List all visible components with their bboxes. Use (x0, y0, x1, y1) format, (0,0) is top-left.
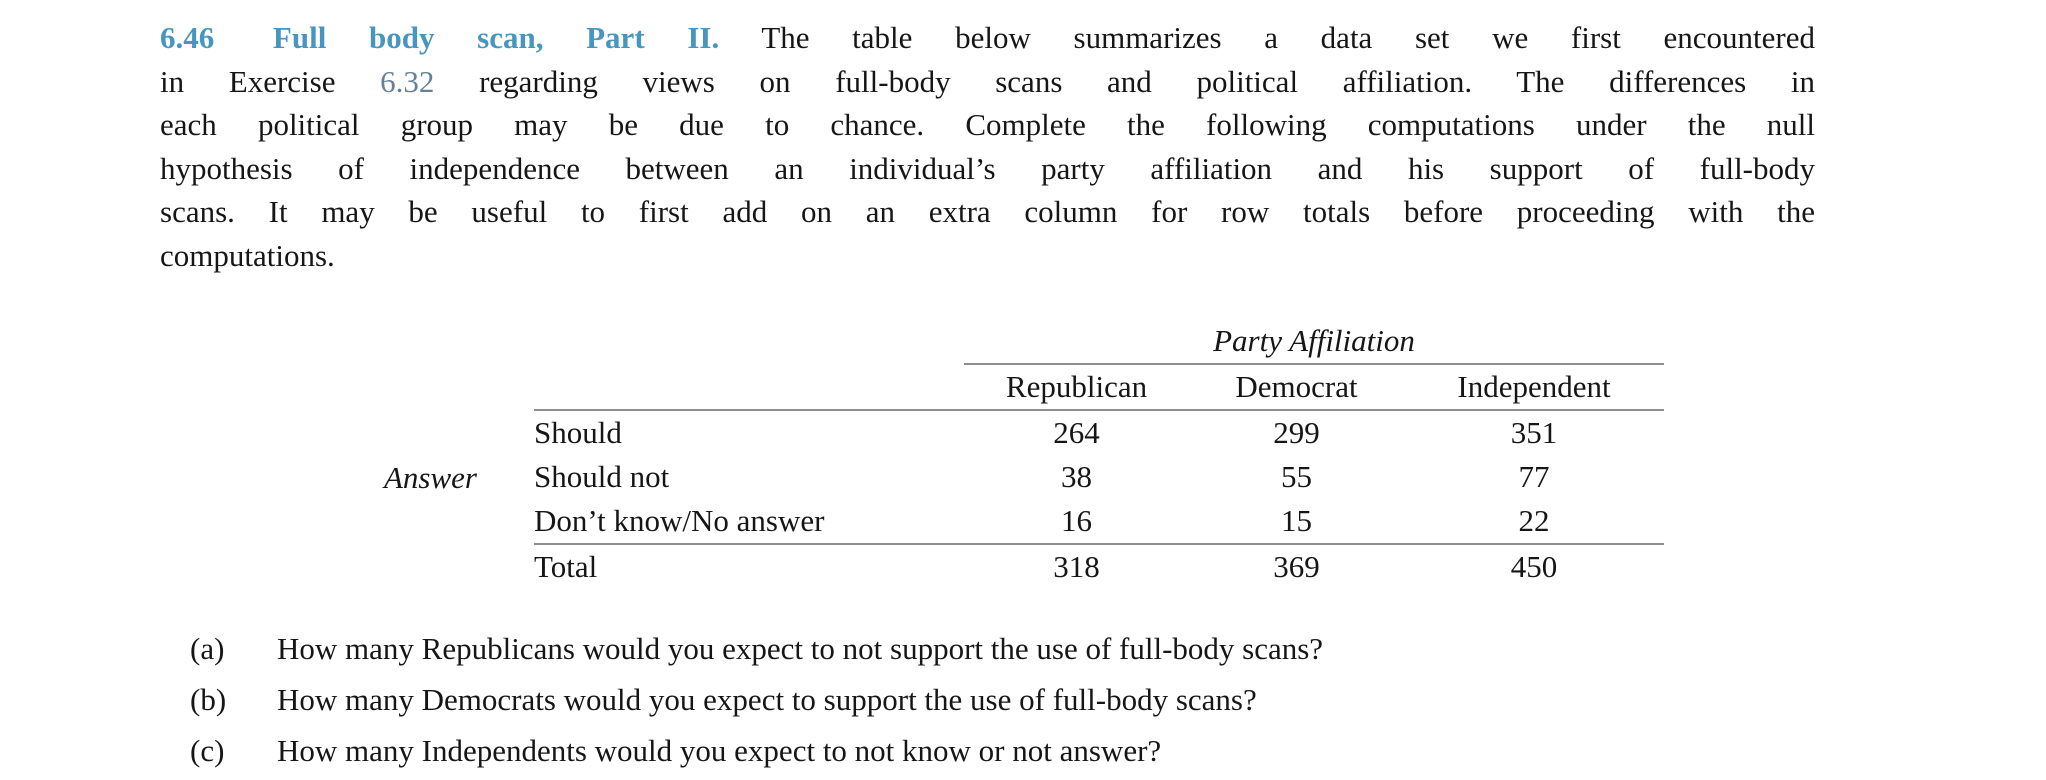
paragraph-line-2: in Exercise 6.32 regarding views on full… (160, 60, 1815, 104)
contingency-table: Party Affiliation Republican Democrat In… (534, 319, 1664, 589)
question-b: (b) How many Democrats would you expect … (190, 678, 2046, 722)
cell-should-not-republican: 38 (1061, 459, 1092, 494)
cell-total-democrat: 369 (1273, 549, 1320, 584)
column-header-row: Republican Democrat Independent (534, 364, 1664, 411)
cell-dont-know-republican: 16 (964, 499, 1189, 545)
question-b-text: How many Democrats would you expect to s… (277, 682, 1257, 717)
row-label: Total (534, 549, 598, 584)
cell-should-republican: 264 (1053, 415, 1100, 450)
cell-dont-know-democrat: 15 (1189, 499, 1404, 545)
question-c: (c) How many Independents would you expe… (190, 729, 2046, 773)
table-zone: Answer Party Affiliation Republican Demo… (384, 319, 2046, 589)
table-row-dont-know: Don’t know/No answer 16 15 22 (534, 499, 1664, 545)
questions-list: (a) How many Republicans would you expec… (190, 627, 2046, 773)
paragraph-line-5: scans. It may be useful to first add on … (160, 194, 1815, 229)
table-row-should-not: Should not 38 55 77 (534, 455, 1664, 499)
answer-axis-label: Answer (384, 460, 477, 495)
paragraph-line-4: hypothesis of independence between an in… (160, 150, 1815, 186)
cell-dont-know-independent: 22 (1404, 499, 1664, 545)
cell-should-democrat: 299 (1273, 415, 1320, 450)
cell-should-not-democrat: 55 (1281, 459, 1312, 494)
party-affiliation-header: Party Affiliation (964, 319, 1664, 365)
row-label: Should not (534, 459, 670, 494)
question-a-label: (a) (190, 631, 225, 666)
group-header-row: Party Affiliation (534, 319, 1664, 365)
exercise-ref-link[interactable]: 6.32 (380, 63, 435, 99)
stub-cell (534, 364, 964, 411)
paragraph-line-3: each political group may be due to chanc… (160, 107, 1815, 142)
paragraph-line-1: 6.46 Full body scan, Part II. The table … (160, 16, 1815, 60)
cell-total-independent: 450 (1510, 549, 1558, 584)
paragraph-line-6: computations. (160, 237, 335, 273)
intro-text-line-1: The table below summarizes a data set we… (761, 20, 1815, 55)
exercise-intro-paragraph: 6.46 Full body scan, Part II. The table … (160, 16, 1815, 277)
row-label: Don’t know/No answer (534, 499, 964, 545)
cell-should-independent: 351 (1510, 415, 1558, 450)
question-a: (a) How many Republicans would you expec… (190, 627, 2046, 671)
question-a-text: How many Republicans would you expect to… (277, 631, 1324, 666)
intro-text-line-2-pre: in Exercise (160, 63, 336, 99)
column-header-independent: Independent (1404, 364, 1664, 411)
question-c-label: (c) (190, 733, 225, 768)
question-c-text: How many Independents would you expect t… (277, 733, 1162, 768)
intro-text-line-2-post: regarding views on full-body scans and p… (479, 63, 1816, 99)
cell-total-republican: 318 (1053, 549, 1100, 584)
exercise-number: 6.46 (160, 20, 215, 55)
stub-cell (534, 319, 964, 364)
cell-should-not-independent: 77 (1518, 459, 1550, 494)
exercise-title: Full body scan, Part II. (272, 20, 720, 55)
table-row-should: Should 264 299 351 (534, 410, 1664, 455)
table-row-total: Total 318 369 450 (534, 544, 1664, 589)
question-b-label: (b) (190, 682, 227, 717)
column-header-democrat: Democrat (1189, 364, 1404, 411)
row-label: Should (534, 415, 622, 450)
column-header-republican: Republican (964, 364, 1189, 411)
